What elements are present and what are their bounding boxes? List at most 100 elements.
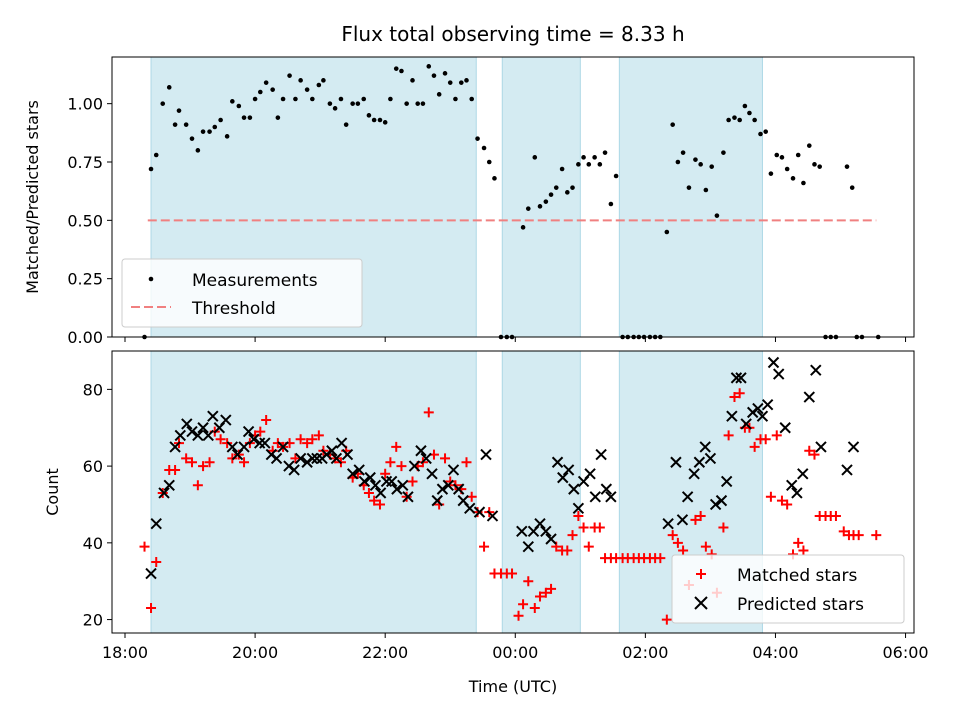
data-point	[288, 464, 300, 476]
axes-frame	[111, 350, 915, 634]
data-point	[377, 117, 383, 123]
data-point	[594, 522, 605, 533]
data-point	[200, 129, 206, 134]
shaded-interval	[501, 350, 581, 634]
data-point	[380, 468, 391, 479]
data-point	[667, 530, 678, 541]
chart-title: Flux total observing time = 8.33 h	[341, 22, 684, 46]
data-point	[183, 122, 189, 127]
data-point	[298, 78, 303, 83]
data-point	[393, 66, 399, 71]
data-point	[397, 479, 409, 491]
data-point	[353, 464, 365, 476]
data-point	[304, 87, 310, 92]
x-tick-label: 18:00	[102, 643, 148, 662]
data-point	[572, 502, 585, 515]
data-point	[464, 502, 476, 515]
data-point	[306, 452, 319, 465]
data-point	[791, 487, 803, 499]
data-point	[186, 425, 198, 438]
data-point	[263, 80, 269, 85]
legend-box	[121, 258, 363, 328]
data-point	[703, 187, 709, 193]
data-point	[723, 430, 734, 441]
data-point	[311, 452, 323, 465]
data-point	[187, 457, 198, 468]
data-point	[270, 87, 275, 92]
data-point	[771, 430, 782, 441]
y-tick-label: 60	[83, 457, 103, 476]
data-point	[236, 103, 242, 109]
x-tick-label: 00:00	[492, 643, 538, 662]
y-tick-label: 0.75	[67, 153, 103, 172]
data-point	[838, 526, 849, 537]
data-point	[150, 517, 162, 530]
data-point	[732, 115, 737, 120]
data-point	[364, 471, 376, 484]
axes-frame	[111, 56, 915, 338]
data-point	[160, 101, 166, 106]
data-point	[294, 452, 307, 465]
data-point	[737, 117, 742, 123]
data-point	[797, 468, 809, 480]
data-point	[664, 229, 670, 235]
data-point	[586, 162, 592, 167]
y-tick-label: 20	[83, 611, 103, 630]
x-tick-label: 22:00	[362, 643, 408, 662]
bottom-panel: 20 40 60 80 18:00 20:00 22:00 00:00 02:00 04:00 06…	[43, 350, 929, 696]
legend-marker-predicted	[694, 596, 708, 610]
data-point	[749, 441, 760, 452]
data-point	[310, 96, 315, 102]
data-point	[735, 372, 747, 384]
data-point	[192, 480, 203, 491]
data-point	[709, 498, 722, 511]
data-point	[532, 155, 538, 160]
data-point	[573, 510, 584, 521]
y-tick-label: 0.25	[67, 270, 103, 289]
data-point	[371, 117, 377, 123]
data-point	[557, 471, 569, 484]
data-point	[464, 78, 469, 83]
data-point	[172, 122, 178, 127]
data-point	[139, 541, 150, 552]
data-point	[726, 117, 731, 123]
x-tick-label: 02:00	[622, 643, 668, 662]
data-point	[765, 491, 776, 502]
data-point	[195, 148, 201, 153]
data-point	[408, 460, 421, 472]
data-point	[374, 487, 387, 499]
data-point	[391, 483, 403, 495]
data-point	[608, 201, 614, 207]
data-point	[540, 525, 552, 538]
data-point	[415, 101, 421, 106]
data-point	[686, 185, 692, 190]
data-point	[355, 101, 361, 106]
data-point	[145, 567, 157, 580]
data-point	[479, 541, 490, 552]
data-point	[226, 441, 239, 453]
data-point	[747, 110, 752, 116]
data-point	[415, 445, 427, 457]
data-point	[520, 225, 526, 230]
data-point	[275, 115, 281, 120]
data-point	[546, 583, 557, 594]
data-point	[522, 540, 534, 553]
data-point	[445, 476, 456, 487]
data-point	[758, 131, 763, 137]
data-point	[763, 129, 768, 134]
data-point	[396, 461, 407, 472]
data-point	[402, 491, 414, 503]
data-point	[718, 522, 729, 533]
x-axis-label: Time (UTC)	[468, 677, 557, 696]
data-point	[146, 603, 157, 614]
data-point	[475, 136, 480, 141]
data-point	[815, 441, 827, 453]
data-point	[804, 445, 815, 456]
data-point	[540, 587, 551, 598]
data-point	[290, 453, 301, 464]
data-point	[661, 614, 672, 625]
data-point	[523, 576, 534, 587]
data-point	[730, 372, 743, 384]
data-point	[369, 479, 382, 491]
data-point	[410, 78, 415, 83]
